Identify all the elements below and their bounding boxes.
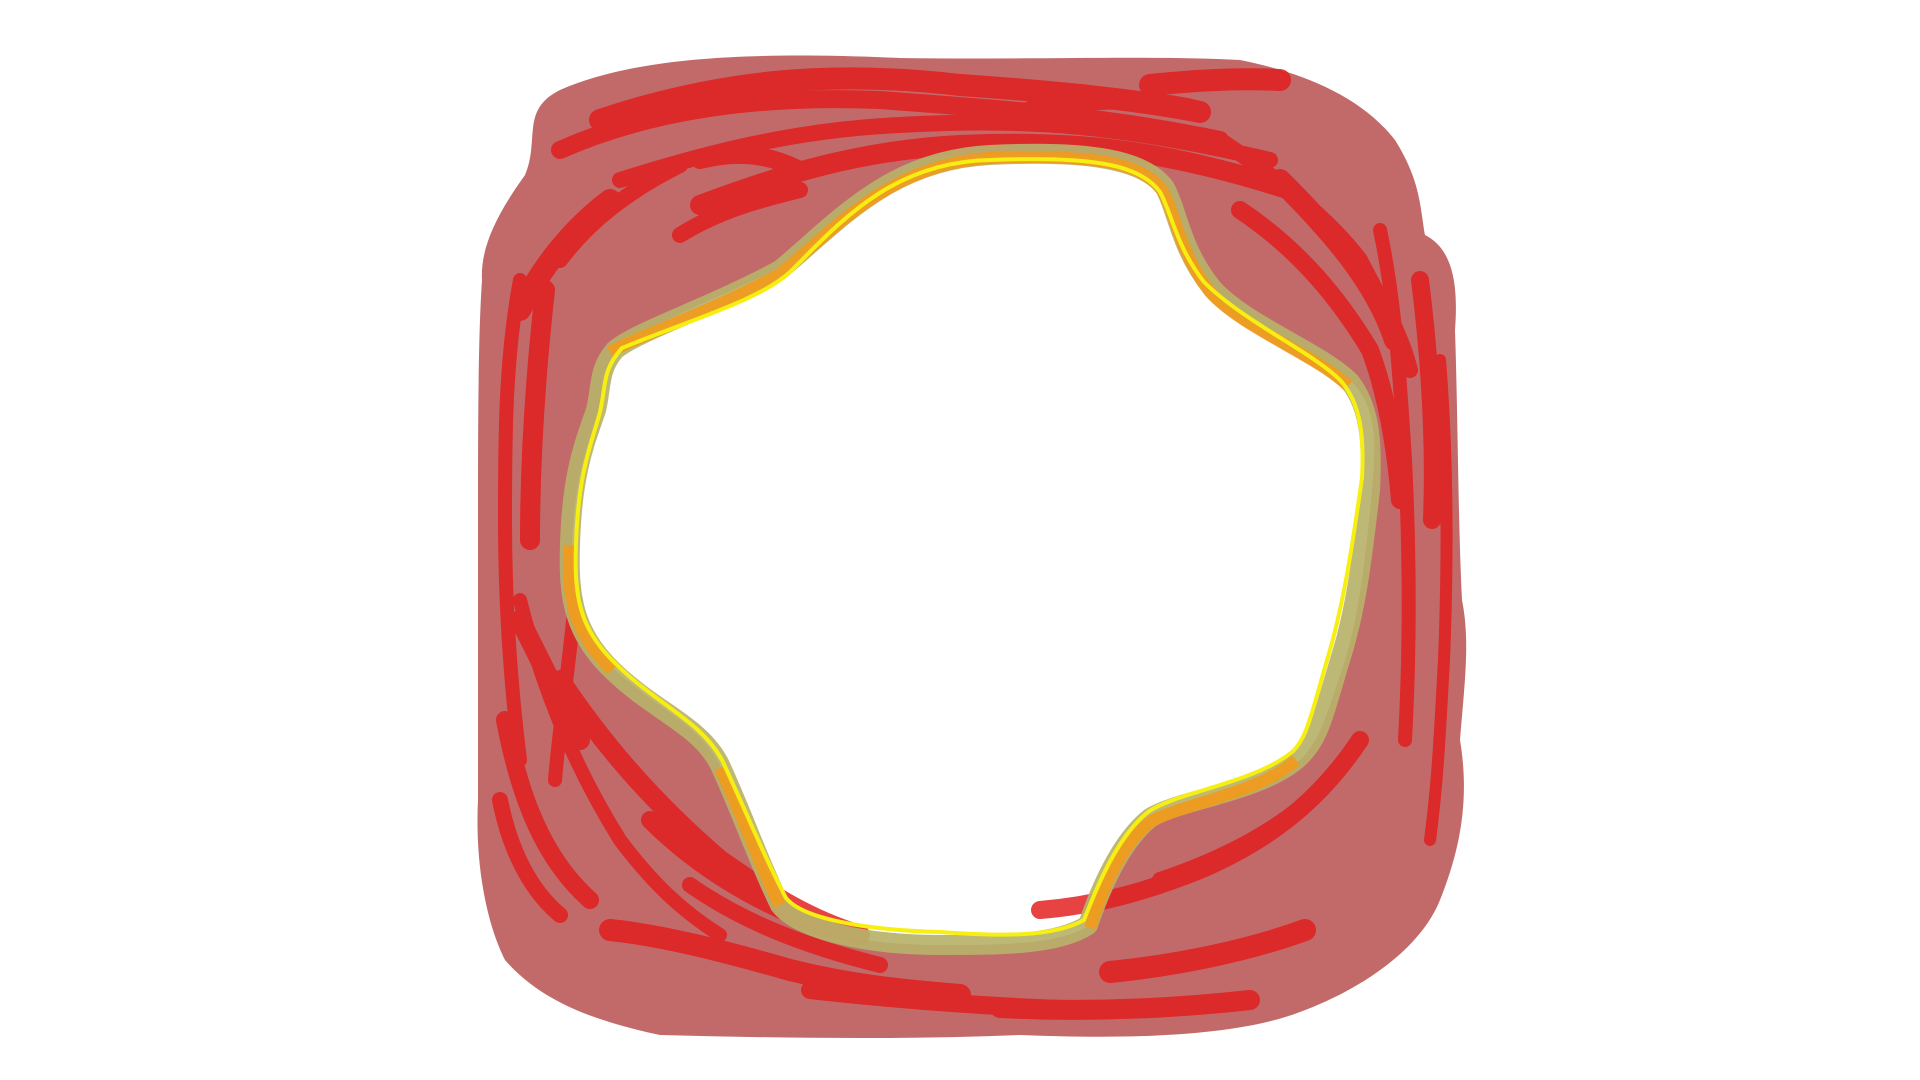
orange-highlight-band xyxy=(563,151,1353,930)
red-scribble-strokes xyxy=(492,67,1453,1020)
yellow-outline xyxy=(573,157,1365,937)
